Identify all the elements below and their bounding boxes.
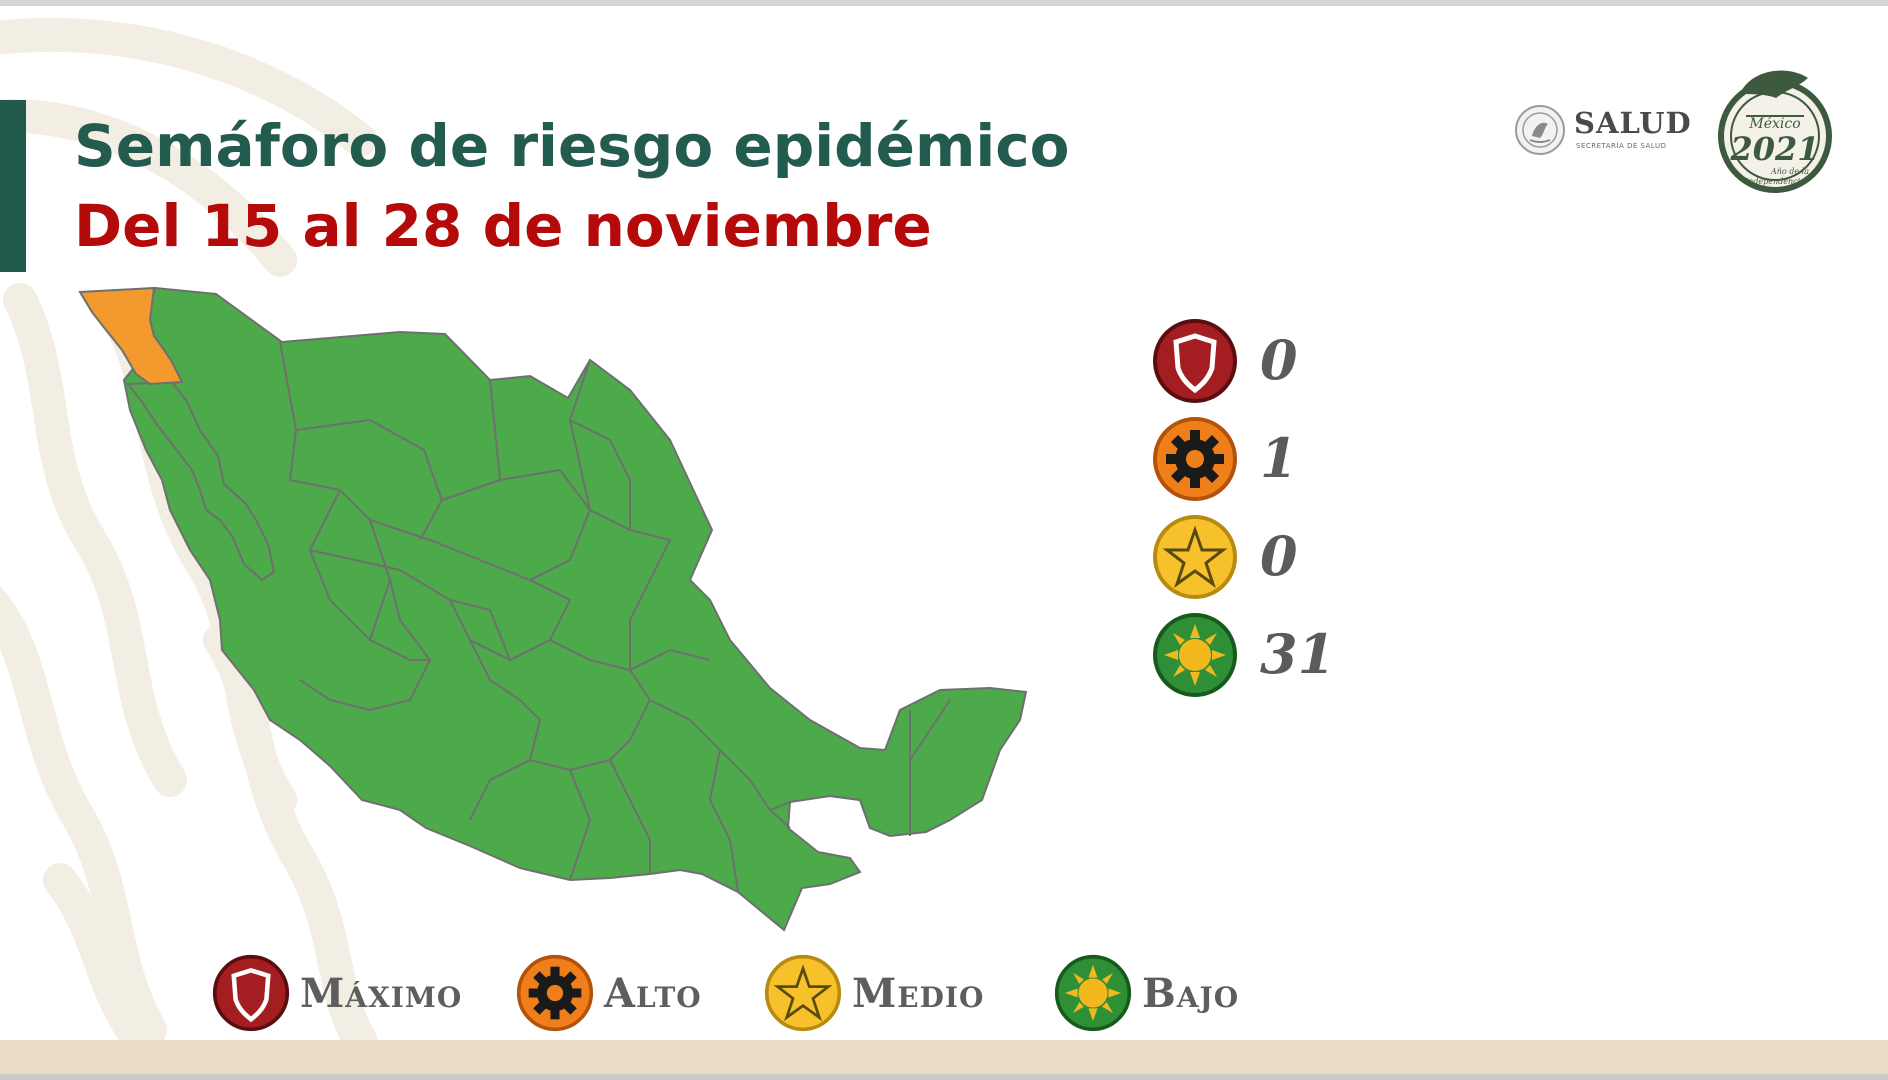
legend-label-medio: Medio <box>852 970 985 1017</box>
page-title: Semáforo de riesgo epidémico <box>74 112 1070 180</box>
count-row-alto: 1 <box>1152 416 1412 502</box>
risk-count-list: 0 1 0 <box>1152 318 1412 718</box>
count-row-medio: 0 <box>1152 514 1412 600</box>
legend-item-medio: Medio <box>764 954 1014 1034</box>
legend-label-bajo: Bajo <box>1142 970 1240 1017</box>
mexico-mainland <box>122 286 1028 932</box>
page-subtitle: Del 15 al 28 de noviembre <box>74 192 932 260</box>
mexico-2021-seal-icon: México 2021 Año de la Independencia <box>1718 70 1832 193</box>
coat-of-arms-icon <box>1515 105 1565 155</box>
shield-icon <box>212 954 290 1032</box>
svg-text:México: México <box>1748 116 1800 132</box>
baja-california-orange <box>78 286 184 386</box>
bottom-border <box>0 1074 1888 1080</box>
count-row-maximo: 0 <box>1152 318 1412 404</box>
sun-icon <box>1153 613 1237 697</box>
legend-item-maximo: Máximo <box>212 954 492 1034</box>
salud-subtitle: SECRETARÍA DE SALUD <box>1576 142 1667 150</box>
sun-icon <box>1054 954 1132 1032</box>
gear-icon <box>516 954 594 1032</box>
legend-item-bajo: Bajo <box>1054 954 1274 1034</box>
count-value-maximo: 0 <box>1260 328 1298 392</box>
gear-icon <box>1153 417 1237 501</box>
title-accent-bar <box>0 100 26 272</box>
state-borders <box>279 341 951 893</box>
bottom-band <box>0 1040 1888 1080</box>
svg-text:Año de la: Año de la <box>1770 167 1809 176</box>
count-value-bajo: 31 <box>1260 622 1336 686</box>
salud-logo: SALUD SECRETARÍA DE SALUD <box>1514 100 1692 164</box>
legend-item-alto: Alto <box>516 954 736 1034</box>
count-value-alto: 1 <box>1260 426 1298 490</box>
svg-text:2021: 2021 <box>1729 130 1819 168</box>
salud-name: SALUD <box>1574 106 1692 140</box>
count-value-medio: 0 <box>1260 524 1298 588</box>
count-row-bajo: 31 <box>1152 612 1412 698</box>
star-icon <box>764 954 842 1032</box>
legend-label-alto: Alto <box>604 970 702 1017</box>
background-watermark <box>0 17 377 1040</box>
svg-text:Independencia: Independencia <box>1744 177 1805 186</box>
legend-label-maximo: Máximo <box>300 970 463 1017</box>
baja-california-sur <box>126 380 276 582</box>
shield-icon <box>1153 319 1237 403</box>
mexico-map <box>78 286 1028 932</box>
star-icon <box>1153 515 1237 599</box>
top-border <box>0 0 1888 6</box>
